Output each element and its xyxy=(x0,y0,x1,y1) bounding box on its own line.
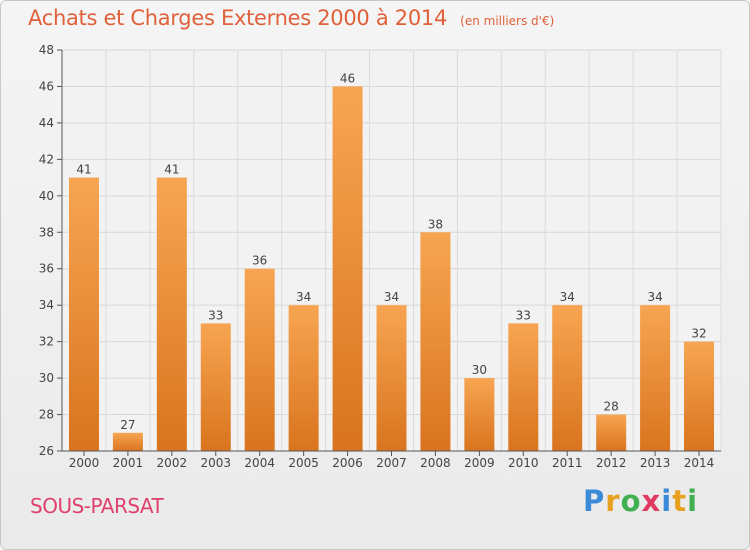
chart-title: Achats et Charges Externes 2000 à 2014 xyxy=(28,6,448,30)
bar xyxy=(420,232,451,451)
brand-letter: r xyxy=(605,484,621,518)
chart-subtitle: (en milliers d'€) xyxy=(460,14,555,28)
bar-value-label: 30 xyxy=(472,363,487,377)
brand-letter: P xyxy=(583,484,606,518)
y-tick-label: 48 xyxy=(39,43,54,57)
bar xyxy=(200,323,231,451)
bar-value-label: 28 xyxy=(604,400,619,414)
y-tick-label: 28 xyxy=(39,408,54,422)
bar-value-label: 46 xyxy=(340,71,355,85)
x-tick-label: 2007 xyxy=(376,456,407,470)
y-tick-label: 36 xyxy=(39,262,54,276)
axis-layer: 26 28 30 32 34 36 38 40 42 44 46 48 2000 2001 2002 2003… xyxy=(39,43,721,470)
x-tick-label: 2004 xyxy=(244,456,275,470)
y-tick-label: 32 xyxy=(39,335,54,349)
bar xyxy=(376,305,407,451)
title-row: Achats et Charges Externes 2000 à 2014 (… xyxy=(28,6,554,30)
bar-value-label: 41 xyxy=(76,163,91,177)
bar xyxy=(508,323,539,451)
bar xyxy=(112,432,143,451)
bar xyxy=(244,268,275,451)
y-tick-label: 42 xyxy=(39,152,54,166)
location-name: SOUS-PARSAT xyxy=(30,494,164,518)
brand-letter: x xyxy=(641,484,662,518)
bar xyxy=(156,177,187,451)
x-tick-label: 2011 xyxy=(552,456,583,470)
brand-letter: o xyxy=(620,484,642,518)
bar xyxy=(332,86,363,452)
y-tick-label: 30 xyxy=(39,371,54,385)
bar-value-label: 38 xyxy=(428,217,443,231)
x-tick-label: 2012 xyxy=(596,456,627,470)
bar xyxy=(552,305,583,451)
x-tick-label: 2008 xyxy=(420,456,451,470)
brand-letter: i xyxy=(661,484,673,518)
x-tick-label: 2005 xyxy=(288,456,319,470)
y-tick-label: 26 xyxy=(39,444,54,458)
bar xyxy=(68,177,99,451)
bar xyxy=(288,305,319,451)
x-tick-label: 2006 xyxy=(332,456,363,470)
x-tick-label: 2013 xyxy=(640,456,671,470)
y-tick-label: 40 xyxy=(39,189,54,203)
bar-value-label: 34 xyxy=(647,290,662,304)
x-tick-label: 2009 xyxy=(464,456,495,470)
y-tick-label: 34 xyxy=(39,298,54,312)
bar-value-label: 34 xyxy=(384,290,399,304)
bar-value-label: 34 xyxy=(296,290,311,304)
bar xyxy=(640,305,671,451)
bar xyxy=(464,378,495,451)
x-tick-label: 2001 xyxy=(113,456,144,470)
x-tick-label: 2002 xyxy=(157,456,188,470)
brand-letter: i xyxy=(687,484,699,518)
bar-value-label: 41 xyxy=(164,163,179,177)
bar-value-label: 36 xyxy=(252,254,267,268)
y-tick-label: 38 xyxy=(39,225,54,239)
x-tick-label: 2014 xyxy=(684,456,715,470)
x-tick-label: 2003 xyxy=(200,456,231,470)
bars-layer: 41 27 41 33 36 34 46 34 38 30 33 34 28 34 32 xyxy=(68,71,715,452)
bar-value-label: 27 xyxy=(120,418,135,432)
y-tick-label: 44 xyxy=(39,116,54,130)
bar xyxy=(684,341,715,451)
bar-value-label: 33 xyxy=(516,308,531,322)
y-tick-label: 46 xyxy=(39,79,54,93)
bar-value-label: 32 xyxy=(691,327,706,341)
bar-value-label: 34 xyxy=(560,290,575,304)
brand-logo[interactable]: Proxiti xyxy=(583,484,698,518)
bar-value-label: 33 xyxy=(208,308,223,322)
brand-letter: t xyxy=(672,484,688,518)
x-tick-label: 2000 xyxy=(69,456,100,470)
x-tick-label: 2010 xyxy=(508,456,539,470)
bar xyxy=(596,414,627,451)
